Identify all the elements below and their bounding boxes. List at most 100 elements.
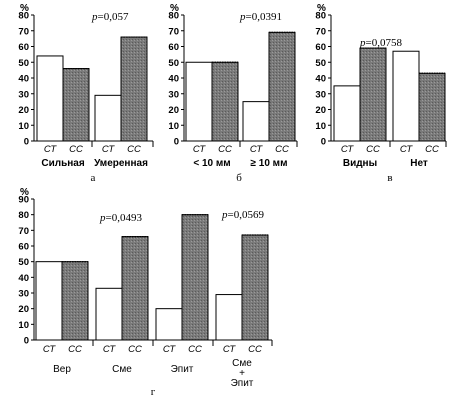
- series-label: СС: [425, 144, 439, 155]
- group-label: Умеренная: [94, 158, 148, 169]
- y-tick-label: 60: [315, 42, 326, 53]
- y-tick-label: 40: [18, 273, 29, 284]
- y-tick-label: 20: [18, 304, 29, 315]
- panel-letter: г: [151, 386, 156, 398]
- group-label: Нет: [410, 158, 428, 169]
- series-label: СС: [275, 144, 289, 155]
- bar-cc: [359, 47, 387, 142]
- bar-cc: [181, 214, 209, 341]
- y-tick-label: 70: [315, 26, 326, 37]
- series-label: СС: [248, 344, 262, 355]
- p-symbol: p: [221, 209, 228, 221]
- y-tick-label: 20: [168, 105, 179, 116]
- series-label: СТ: [341, 144, 355, 155]
- y-tick-label: 80: [315, 11, 326, 22]
- p-symbol: p: [99, 212, 106, 224]
- p-value-annotation: p=0,0391: [239, 11, 282, 23]
- p-symbol: p: [359, 37, 366, 49]
- panel-letter: б: [236, 172, 242, 184]
- series-label: СТ: [163, 344, 177, 355]
- p-value-text: =0,0569: [228, 209, 265, 221]
- series-label: СС: [128, 344, 142, 355]
- chart-panel-v: % 0 10 20 30 40 50 60 70 80 СТ СС Видны СТ СС Нет p=0,07…: [315, 3, 447, 184]
- p-symbol: p: [91, 11, 98, 23]
- group-label: < 10 мм: [193, 158, 230, 169]
- bar-cc: [120, 36, 148, 142]
- y-tick-label: 10: [168, 121, 179, 132]
- bar-ct: [95, 287, 123, 341]
- p-value-text: =0,0493: [106, 212, 143, 224]
- y-tick-label: 0: [24, 336, 29, 347]
- p-value-annotation: p=0,0758: [359, 37, 402, 49]
- bar-ct: [36, 55, 64, 142]
- y-tick-label: 50: [18, 58, 29, 69]
- bar-ct: [185, 61, 213, 142]
- y-axis-unit-label: %: [317, 3, 326, 14]
- series-label: СТ: [43, 344, 57, 355]
- chart-panel-g: % 0 10 20 30 40 50 60 70 80 90 СТ СС Вер СТ СС Сме СТ СС Эп…: [18, 187, 273, 398]
- bar-cc: [62, 68, 90, 142]
- y-tick-label: 10: [18, 121, 29, 132]
- bar-cc: [268, 31, 296, 142]
- y-axis-unit-label: %: [20, 187, 29, 198]
- group-label: Сме: [112, 364, 132, 375]
- y-tick-label: 60: [18, 42, 29, 53]
- bar-cc: [211, 61, 239, 142]
- y-tick-label: 30: [18, 89, 29, 100]
- bar-ct: [215, 294, 243, 341]
- bar-cc: [418, 72, 446, 142]
- p-value-annotation: p=0,0569: [221, 209, 264, 221]
- y-tick-label: 70: [18, 226, 29, 237]
- bar-ct: [333, 85, 361, 142]
- y-tick-label: 20: [18, 105, 29, 116]
- y-tick-label: 40: [315, 74, 326, 85]
- series-label: СС: [68, 344, 82, 355]
- y-tick-label: 90: [18, 195, 29, 206]
- chart-panel-b: % 0 10 20 30 40 50 60 70 80 СТ СС < 10 мм СТ СС ≥ 10 мм…: [168, 3, 298, 184]
- y-tick-label: 30: [315, 89, 326, 100]
- series-label: СТ: [102, 144, 116, 155]
- p-value-text: =0,0758: [366, 37, 403, 49]
- y-axis-unit-label: %: [20, 3, 29, 14]
- p-value-text: =0,0391: [246, 11, 282, 23]
- series-label: СТ: [223, 344, 237, 355]
- y-tick-label: 60: [168, 42, 179, 53]
- y-tick-label: 80: [18, 210, 29, 221]
- bar-ct: [35, 261, 63, 341]
- group-label: Видны: [343, 158, 377, 169]
- series-label: СС: [366, 144, 380, 155]
- bar-ct: [242, 101, 270, 142]
- group-label: Сме + Эпит: [231, 358, 254, 389]
- p-symbol: p: [239, 11, 246, 23]
- y-tick-label: 60: [18, 242, 29, 253]
- panel-letter: в: [387, 172, 392, 184]
- series-label: СТ: [250, 144, 264, 155]
- bar-ct: [155, 308, 183, 341]
- group-label: Сильная: [41, 158, 84, 169]
- y-tick-label: 70: [168, 26, 179, 37]
- p-value-annotation: p=0,057: [91, 11, 129, 23]
- series-label: СТ: [400, 144, 414, 155]
- series-label: СТ: [193, 144, 207, 155]
- y-tick-label: 20: [315, 105, 326, 116]
- panel-letter: а: [91, 172, 96, 184]
- y-tick-label: 10: [315, 121, 326, 132]
- y-tick-label: 40: [18, 74, 29, 85]
- y-tick-label: 50: [315, 58, 326, 69]
- y-tick-label: 10: [18, 320, 29, 331]
- y-tick-label: 0: [24, 137, 29, 148]
- y-tick-label: 50: [168, 58, 179, 69]
- bar-cc: [241, 234, 269, 341]
- series-label: СТ: [103, 344, 117, 355]
- p-value-text: =0,057: [98, 11, 129, 23]
- series-label: СС: [127, 144, 141, 155]
- series-label: СС: [218, 144, 232, 155]
- group-label: Вер: [53, 364, 71, 375]
- group-label-line: Сме: [232, 358, 252, 369]
- y-tick-label: 70: [18, 26, 29, 37]
- group-label: ≥ 10 мм: [251, 158, 288, 169]
- group-label-line: Эпит: [231, 378, 254, 389]
- group-label-line: +: [239, 368, 245, 379]
- y-tick-label: 0: [321, 137, 326, 148]
